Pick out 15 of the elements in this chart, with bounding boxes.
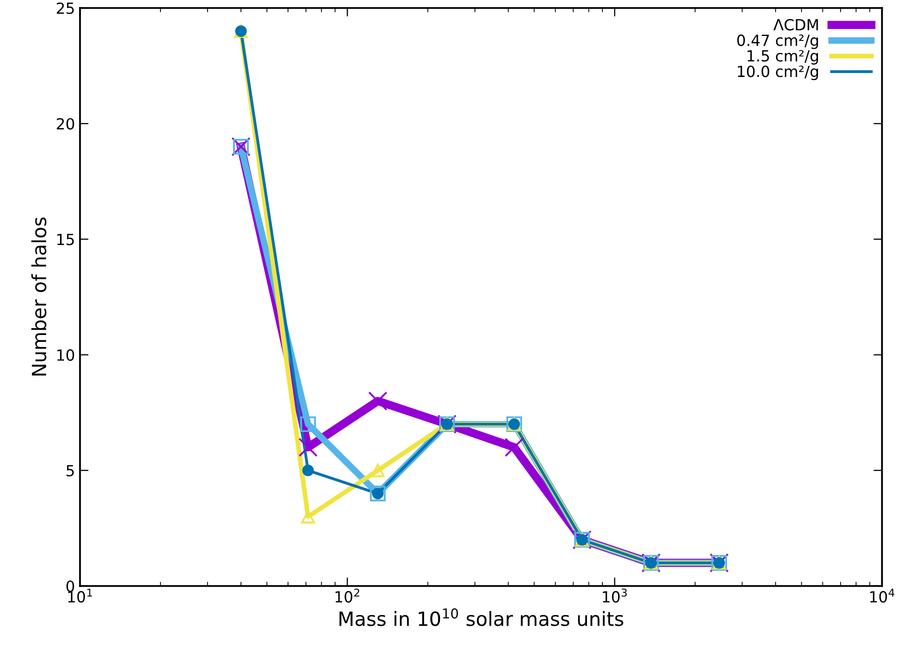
y-tick-label: 5 [66, 465, 74, 476]
x-tick-label: 10$^{2}$ [336, 588, 360, 603]
y-tick-label: 25 [56, 2, 74, 14]
legend-label: 10.0 cm²/g [738, 66, 818, 80]
y-tick-label: 20 [56, 118, 74, 130]
y-tick-label: 15 [57, 234, 74, 246]
legend-label: 1.5 cm²/g [748, 50, 818, 65]
x-tick-label: 10$^{3}$ [602, 588, 627, 603]
y-axis-title: Number of halos [31, 218, 46, 376]
x-tick-label: 10$^{4}$ [870, 588, 894, 603]
legend-label: ΛCDM [773, 18, 818, 31]
y-tick-label: 10 [57, 349, 74, 361]
x-axis-title: Mass in 10$^{10}$ solar mass units [340, 608, 624, 626]
y-tick-label: 0 [66, 580, 74, 592]
legend-label: 0.47 cm²/g [737, 34, 818, 50]
